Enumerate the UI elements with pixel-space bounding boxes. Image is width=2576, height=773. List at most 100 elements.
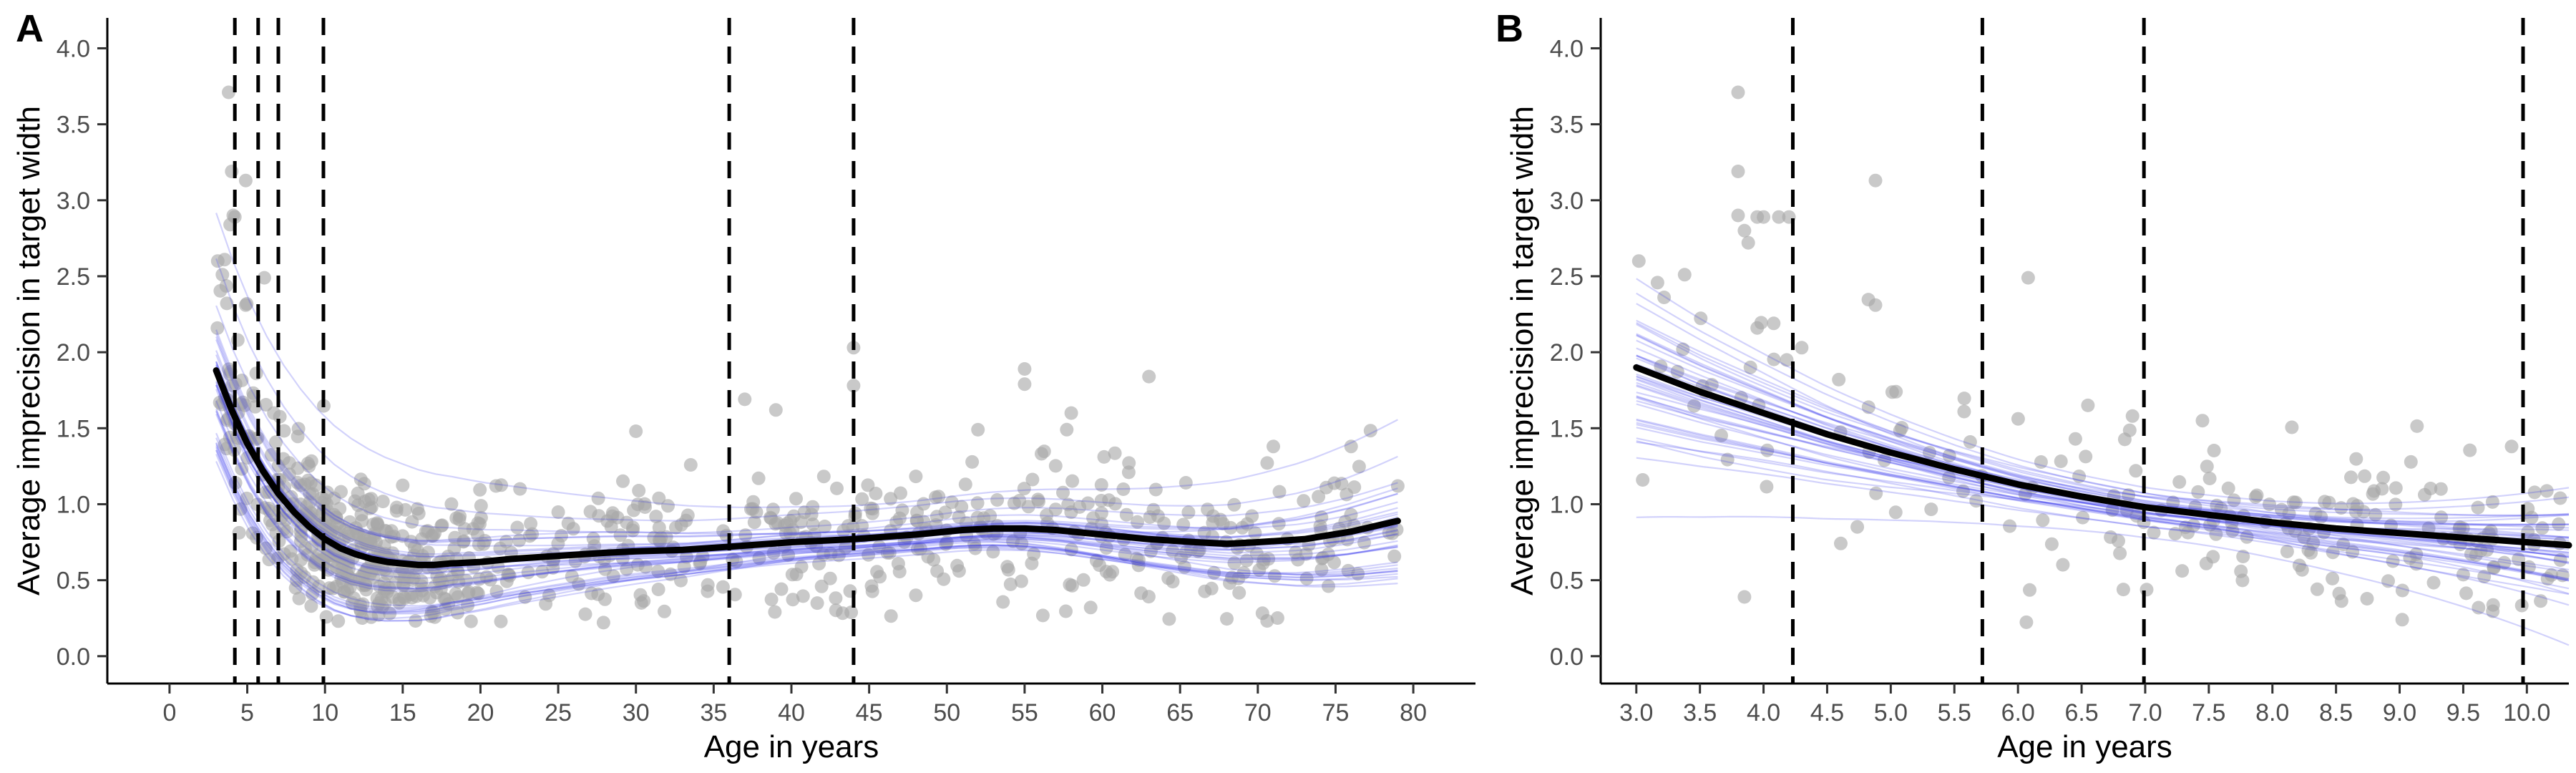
data-point (2076, 510, 2090, 525)
data-point (1737, 590, 1752, 604)
data-point (2334, 594, 2348, 608)
panel-a: A 0 5 10 15 20 25 30 35 40 45 50 55 60 65 70 75 80 0.0 0.5… (11, 7, 1475, 764)
data-point (1206, 516, 1220, 530)
scatter-points (1631, 85, 2570, 629)
data-point (1272, 517, 1286, 531)
data-point (474, 510, 488, 525)
data-point (1061, 497, 1075, 512)
data-point (1714, 429, 1728, 442)
data-point (222, 362, 236, 376)
bootstrap-line (215, 384, 1398, 574)
data-point (293, 525, 308, 539)
data-point (2200, 460, 2214, 474)
bootstrap-line (215, 413, 1398, 590)
data-point (1322, 579, 1335, 593)
data-point (696, 550, 710, 563)
data-point (370, 516, 384, 530)
data-point (1040, 508, 1054, 522)
data-point (627, 503, 641, 517)
x-tick-label: 7.0 (2128, 699, 2162, 726)
data-point (629, 424, 643, 438)
data-point (1319, 480, 1333, 495)
data-point (1094, 478, 1108, 492)
data-point (1141, 590, 1156, 604)
data-point (1869, 486, 1883, 500)
data-point (235, 374, 249, 387)
data-point (2140, 583, 2154, 597)
data-point (1312, 490, 1326, 504)
data-point (396, 577, 410, 591)
data-point (616, 474, 630, 488)
data-point (1201, 502, 1215, 517)
data-point (257, 271, 271, 285)
data-point (2314, 510, 2328, 524)
data-point (1297, 494, 1311, 508)
data-point (1344, 439, 1358, 454)
data-point (814, 579, 829, 593)
bootstrap-line (215, 384, 1398, 571)
data-point (1737, 223, 1752, 238)
data-point (774, 582, 789, 596)
data-point (1131, 553, 1146, 567)
data-point (393, 567, 407, 581)
data-point (2209, 527, 2223, 541)
data-point (894, 486, 907, 500)
data-point (240, 491, 254, 505)
data-point (1750, 321, 1765, 335)
data-point (386, 546, 400, 560)
data-point (864, 501, 878, 515)
x-tick-label: 5.0 (1874, 699, 1908, 726)
data-point (2434, 510, 2449, 525)
data-point (751, 471, 766, 485)
data-point (2376, 470, 2391, 485)
data-point (1956, 484, 1970, 498)
data-point (2023, 583, 2036, 597)
data-point (970, 496, 985, 510)
data-point (2068, 432, 2082, 446)
data-point (1895, 421, 1909, 435)
data-point (354, 507, 369, 522)
data-point (1076, 573, 1091, 587)
data-point (1341, 563, 1355, 578)
data-point (649, 510, 663, 524)
data-point (633, 588, 648, 602)
data-point (525, 527, 540, 541)
data-point (383, 606, 397, 621)
data-point (1924, 502, 1938, 517)
bootstrap-curves (215, 213, 1398, 622)
data-point (1942, 470, 1956, 485)
data-point (937, 572, 951, 586)
data-point (2175, 564, 2190, 578)
bootstrap-line (215, 449, 1398, 622)
data-point (884, 609, 898, 623)
data-point (2535, 521, 2550, 535)
data-point (2104, 530, 2118, 544)
bootstrap-line (1636, 364, 2570, 542)
data-point (2122, 488, 2136, 502)
data-point (319, 550, 333, 564)
bootstrap-line (215, 336, 1398, 544)
data-point (409, 614, 423, 628)
data-point (271, 459, 286, 473)
x-tick-label: 40 (778, 699, 805, 726)
bootstrap-line (215, 258, 1398, 522)
x-axis-title: Age in years (704, 729, 879, 764)
data-point (551, 505, 565, 519)
data-point (263, 513, 277, 528)
data-point (371, 545, 385, 559)
data-point (1162, 612, 1176, 626)
data-point (2381, 574, 2395, 588)
data-point (309, 552, 323, 566)
data-point (1657, 291, 1672, 304)
data-point (679, 513, 693, 528)
data-point (1146, 502, 1161, 517)
data-point (910, 542, 924, 556)
data-point (1007, 496, 1021, 510)
data-point (438, 602, 452, 616)
data-point (2334, 501, 2348, 515)
bootstrap-line (215, 447, 1398, 614)
data-point (535, 565, 550, 579)
data-point (479, 570, 494, 584)
data-point (2504, 439, 2519, 454)
panel-b-tag: B (1496, 7, 1523, 50)
